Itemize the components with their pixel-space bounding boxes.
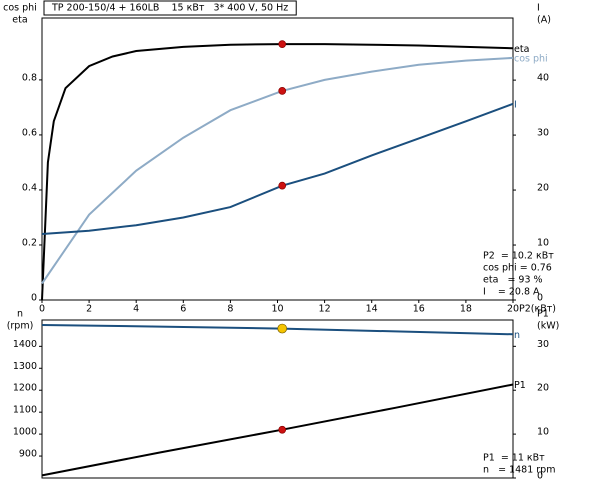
chart-title: TP 200-150/4 + 160LB 15 кВт 3* 400 V, 50… <box>51 3 288 14</box>
operating-point <box>278 87 287 95</box>
operating-info: P2 = 10.2 кВт <box>483 251 554 262</box>
x-axis-label: P2(кВт) <box>519 304 556 315</box>
y-tick-label: 0.4 <box>22 182 37 193</box>
operating-point <box>278 181 287 190</box>
series-label: I <box>514 99 517 110</box>
y2-axis-label: P1 <box>537 309 549 320</box>
operating-info: cos phi = 0.76 <box>483 263 552 274</box>
y-axis-label: (rpm) <box>7 321 34 332</box>
y-tick-label: 0 <box>31 293 37 304</box>
operating-info: n = 1481 rpm <box>483 465 555 476</box>
y2-tick-label: 20 <box>537 383 549 394</box>
series-label: n <box>514 330 520 341</box>
y-tick-label: 0.2 <box>22 237 37 248</box>
x-tick-label: 18 <box>460 304 472 315</box>
y-tick-label: 1200 <box>13 383 37 394</box>
series-label: P1 <box>514 380 526 391</box>
y2-tick-label: 0 <box>537 471 543 480</box>
y-axis-label: cos phi <box>3 3 37 14</box>
x-tick-label: 14 <box>366 304 378 315</box>
y-axis-label: n <box>17 309 23 320</box>
x-tick-label: 6 <box>180 304 186 315</box>
y2-tick-label: 20 <box>537 183 549 194</box>
y2-tick-label: 40 <box>537 73 549 84</box>
y2-axis-label: I <box>537 3 540 14</box>
operating-info: eta = 93 % <box>483 275 543 286</box>
plot-frame <box>41 319 514 479</box>
y2-axis-label: (kW) <box>537 321 559 332</box>
y-tick-label: 1300 <box>13 361 37 372</box>
series-label: cos phi <box>514 53 548 64</box>
operating-point <box>278 425 287 434</box>
y2-tick-label: 30 <box>537 339 549 350</box>
y2-tick-label: 0 <box>537 293 543 304</box>
x-tick-label: 0 <box>39 304 45 315</box>
x-tick-label: 2 <box>86 304 92 315</box>
operating-point <box>278 40 287 48</box>
x-tick-label: 8 <box>227 304 233 315</box>
y-tick-label: 1000 <box>13 427 37 438</box>
x-tick-label: 12 <box>319 304 331 315</box>
operating-info: I = 20.8 A <box>483 287 540 298</box>
y-tick-label: 900 <box>19 449 37 460</box>
operating-point <box>277 323 288 334</box>
operating-info: P1 = 11 кВт <box>483 453 545 464</box>
series-label: eta <box>514 44 529 55</box>
y-tick-label: 1100 <box>13 405 37 416</box>
y-tick-label: 0.6 <box>22 127 37 138</box>
x-tick-label: 20 <box>507 304 519 315</box>
x-tick-label: 16 <box>413 304 425 315</box>
y-tick-label: 1400 <box>13 339 37 350</box>
y2-tick-label: 10 <box>537 238 549 249</box>
x-tick-label: 4 <box>133 304 139 315</box>
y2-axis-label: (A) <box>537 15 551 26</box>
y2-tick-label: 30 <box>537 128 549 139</box>
y-axis-label: eta <box>12 15 27 26</box>
y2-tick-label: 10 <box>537 427 549 438</box>
series-line <box>41 43 514 301</box>
x-tick-label: 10 <box>271 304 283 315</box>
y-tick-label: 0.8 <box>22 72 37 83</box>
title-box <box>43 0 297 16</box>
